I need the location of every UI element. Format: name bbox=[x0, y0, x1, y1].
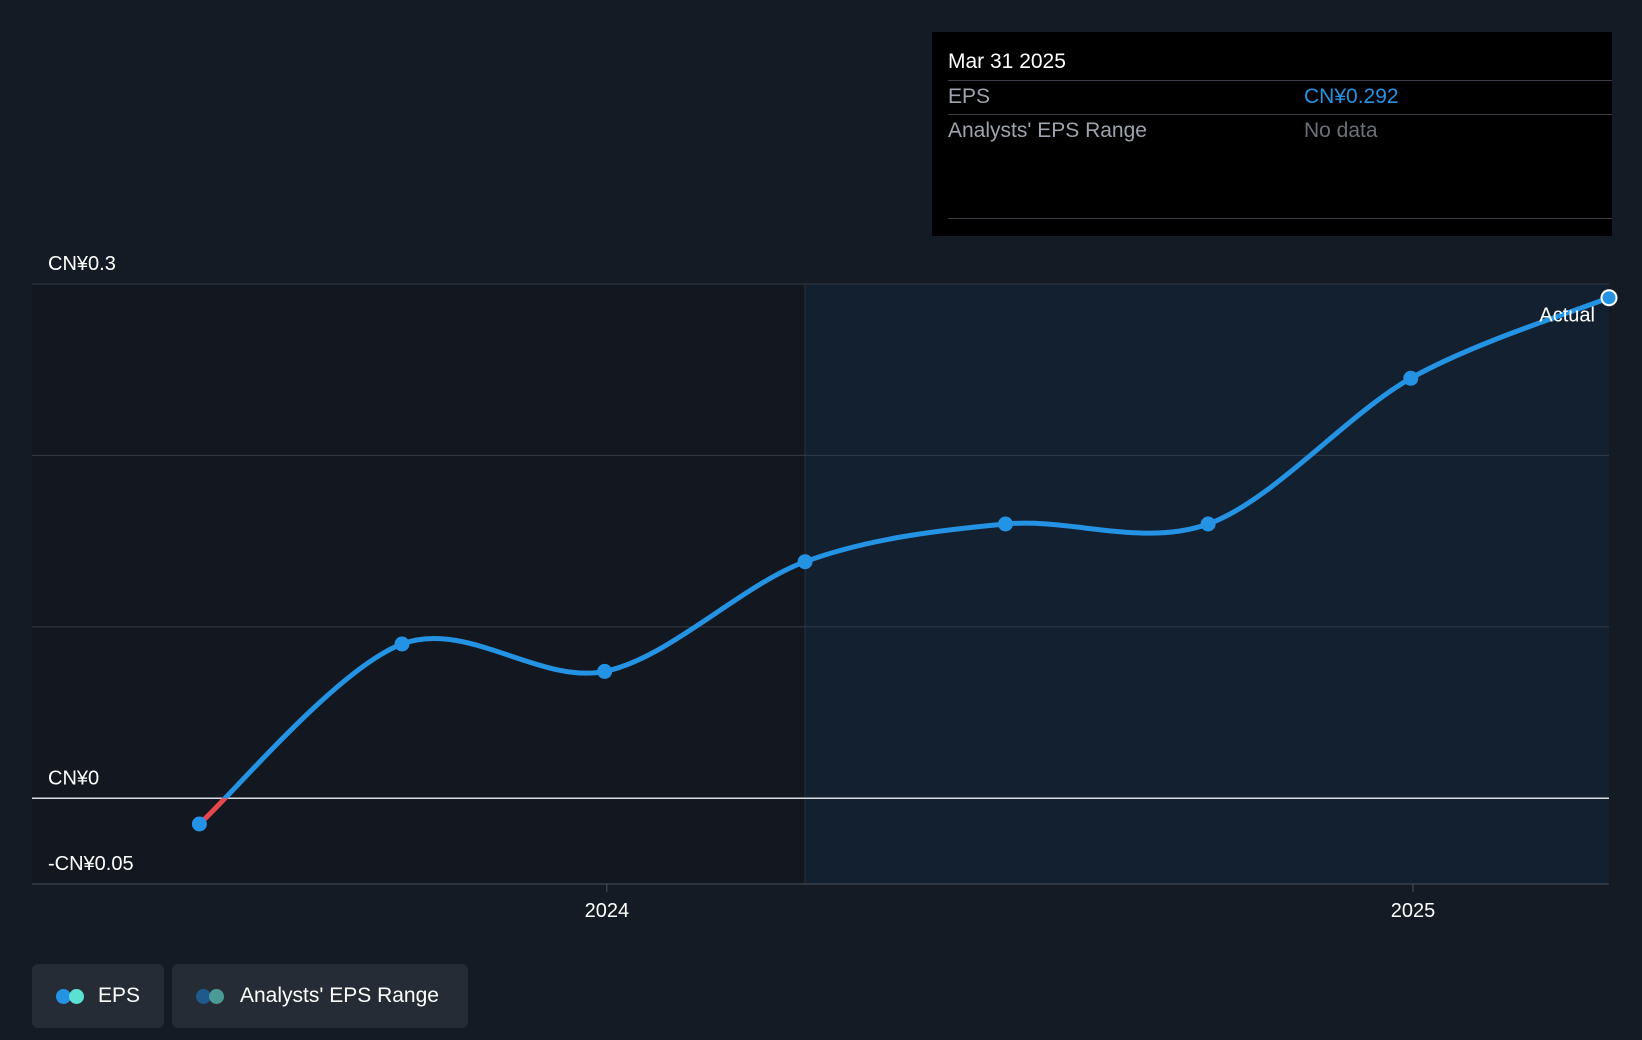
y-tick-label-1: CN¥0 bbox=[48, 767, 99, 789]
eps-point-1 bbox=[394, 636, 410, 652]
x-tick-label-0: 2024 bbox=[585, 900, 630, 922]
past-region bbox=[32, 284, 806, 884]
tooltip-divider bbox=[948, 218, 1612, 219]
eps-point-4 bbox=[998, 516, 1014, 532]
eps-point-6 bbox=[1403, 370, 1419, 386]
tooltip-date: Mar 31 2025 bbox=[948, 50, 1066, 73]
eps-point-0 bbox=[191, 816, 207, 832]
tooltip-range-value: No data bbox=[1304, 119, 1378, 142]
eps-point-5 bbox=[1200, 516, 1216, 532]
eps-point-3 bbox=[797, 554, 813, 570]
tooltip-row-eps: EPS CN¥0.292 bbox=[948, 80, 1612, 115]
legend-range-label: Analysts' EPS Range bbox=[240, 984, 439, 1007]
forecast-region bbox=[805, 284, 1609, 884]
legend-item-analysts-range[interactable]: Analysts' EPS Range bbox=[172, 964, 468, 1028]
eps-series-line bbox=[221, 295, 1612, 799]
tooltip-eps-value: CN¥0.292 bbox=[1304, 85, 1399, 108]
tooltip-eps-label: EPS bbox=[948, 85, 991, 108]
tooltip-panel: Mar 31 2025 EPS CN¥0.292 Analysts' EPS R… bbox=[932, 32, 1612, 236]
tooltip-range-label: Analysts' EPS Range bbox=[948, 119, 1147, 142]
y-tick-label-2: -CN¥0.05 bbox=[48, 853, 134, 875]
eps-point-7 bbox=[1600, 289, 1618, 307]
x-tick-label-1: 2025 bbox=[1391, 900, 1436, 922]
range-legend-icon bbox=[196, 987, 226, 1005]
legend-item-eps[interactable]: EPS bbox=[32, 964, 164, 1028]
actual-annotation: Actual bbox=[1539, 305, 1595, 327]
eps-point-2 bbox=[597, 663, 613, 679]
legend-eps-label: EPS bbox=[97, 984, 140, 1007]
eps-legend-icon bbox=[56, 987, 84, 1005]
y-tick-label-0: CN¥0.3 bbox=[48, 253, 116, 275]
tooltip-row-range: Analysts' EPS Range No data bbox=[948, 114, 1612, 149]
